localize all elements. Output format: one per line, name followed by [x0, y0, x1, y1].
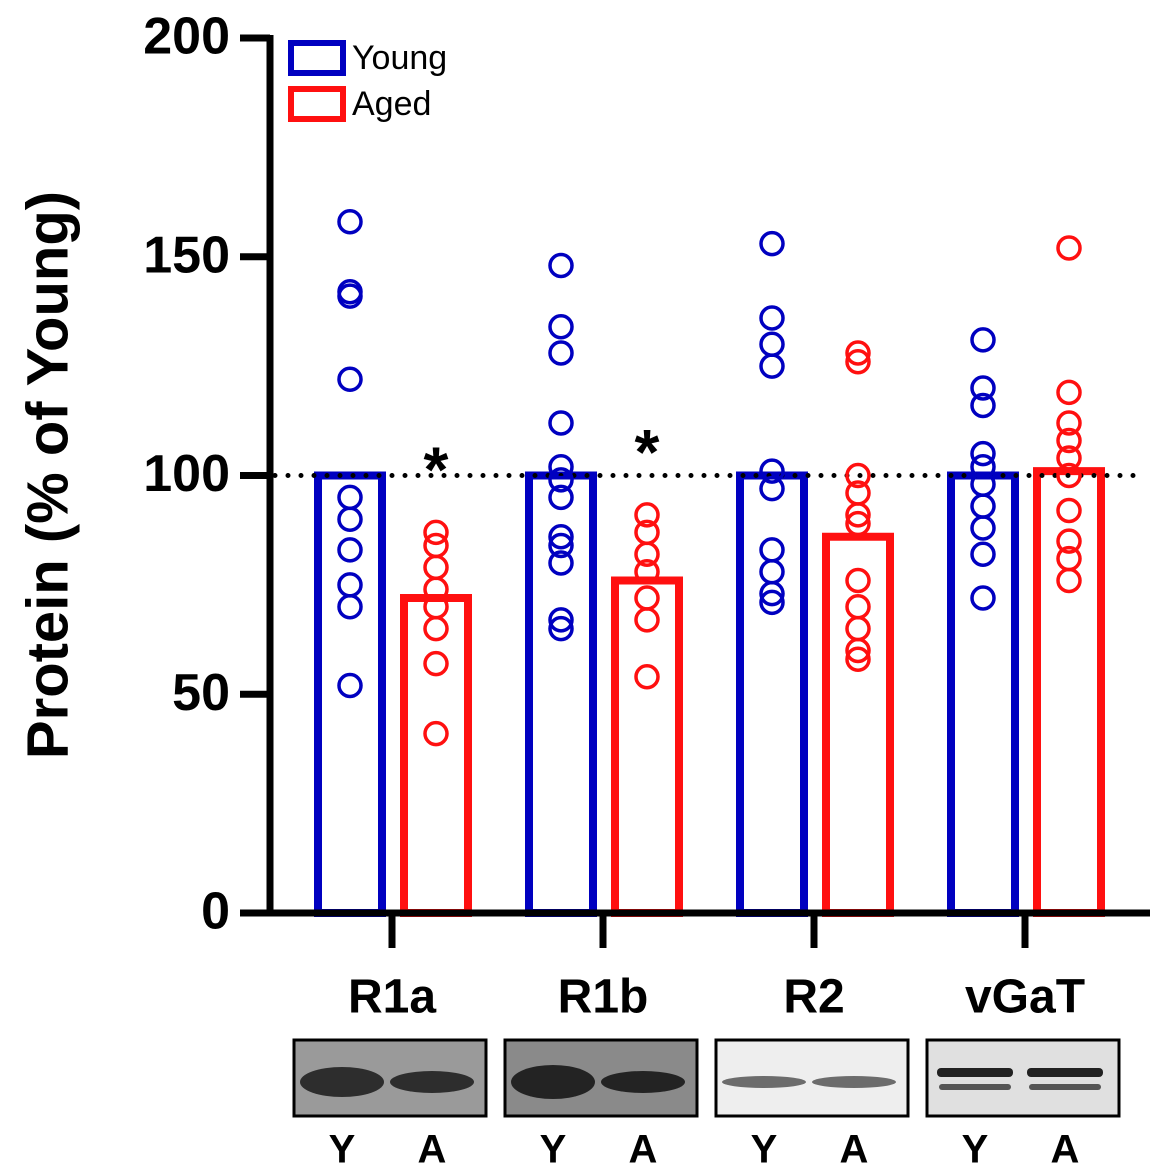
lane-label: A	[418, 1128, 447, 1172]
data-point	[761, 561, 783, 583]
blot-band	[939, 1084, 1011, 1090]
bar	[318, 476, 382, 914]
lane-label: A	[840, 1128, 869, 1172]
bar	[404, 598, 468, 913]
data-point	[761, 333, 783, 355]
y-tick-label: 100	[143, 445, 230, 503]
bar	[1037, 471, 1101, 913]
data-point	[425, 556, 447, 578]
data-point	[636, 587, 658, 609]
data-point	[550, 412, 572, 434]
data-point	[550, 255, 572, 277]
lane-label: A	[629, 1128, 658, 1172]
legend-label: Aged	[352, 85, 431, 123]
x-tick-label: R1a	[348, 971, 436, 1024]
chart: Protein (% of Young) 0 50 100 150 200 * * R1a Y A…	[0, 0, 1153, 1172]
blot-box	[927, 1040, 1119, 1116]
blot-band	[722, 1076, 806, 1088]
data-point	[847, 618, 869, 640]
blot-band	[511, 1065, 595, 1099]
data-point	[761, 539, 783, 561]
data-point	[339, 539, 361, 561]
y-tick-label: 50	[172, 664, 230, 722]
data-point	[761, 307, 783, 329]
data-point	[425, 535, 447, 557]
blot-band	[1029, 1084, 1101, 1090]
data-point	[550, 316, 572, 338]
data-point	[339, 574, 361, 596]
data-point	[761, 355, 783, 377]
x-tick-label: vGaT	[965, 971, 1085, 1024]
data-point	[339, 368, 361, 390]
blot-band	[300, 1067, 384, 1097]
bar	[740, 476, 804, 914]
blot-band	[1027, 1068, 1103, 1077]
data-point	[339, 675, 361, 697]
data-point	[425, 618, 447, 640]
significance-marker: *	[635, 416, 660, 488]
bar	[951, 476, 1015, 914]
data-point	[1058, 237, 1080, 259]
lane-label: A	[1051, 1128, 1080, 1172]
y-axis-label: Protein (% of Young)	[15, 191, 80, 759]
y-tick-label: 150	[143, 226, 230, 284]
y-tick-label: 0	[201, 883, 230, 941]
legend-swatch	[291, 89, 343, 119]
data-point	[761, 233, 783, 255]
blot-band	[390, 1071, 474, 1093]
data-point	[339, 486, 361, 508]
data-point	[636, 666, 658, 688]
data-point	[972, 517, 994, 539]
data-point	[847, 570, 869, 592]
bar	[529, 476, 593, 914]
data-point	[1058, 570, 1080, 592]
data-point	[339, 596, 361, 618]
lane-label: Y	[329, 1128, 356, 1172]
data-point	[1058, 500, 1080, 522]
data-point	[339, 508, 361, 530]
x-tick-label: R2	[783, 971, 844, 1024]
data-point	[847, 596, 869, 618]
data-point	[972, 543, 994, 565]
data-point	[425, 723, 447, 745]
lane-label: Y	[540, 1128, 567, 1172]
blot-band	[601, 1071, 685, 1093]
blot-band	[937, 1068, 1013, 1077]
significance-marker: *	[424, 433, 449, 505]
data-point	[972, 329, 994, 351]
legend-label: Young	[352, 39, 447, 77]
data-point	[339, 211, 361, 233]
data-point	[425, 653, 447, 675]
data-point	[972, 495, 994, 517]
page: {"chart_data": {"type": "bar", "y_label"…	[0, 0, 1153, 1172]
data-point	[550, 342, 572, 364]
lane-label: Y	[751, 1128, 778, 1172]
data-point	[636, 609, 658, 631]
data-point	[1058, 381, 1080, 403]
lane-label: Y	[962, 1128, 989, 1172]
blot-band	[812, 1076, 896, 1088]
x-tick-label: R1b	[558, 971, 649, 1024]
legend-swatch	[291, 43, 343, 73]
data-point	[972, 587, 994, 609]
y-tick-label: 200	[143, 8, 230, 66]
